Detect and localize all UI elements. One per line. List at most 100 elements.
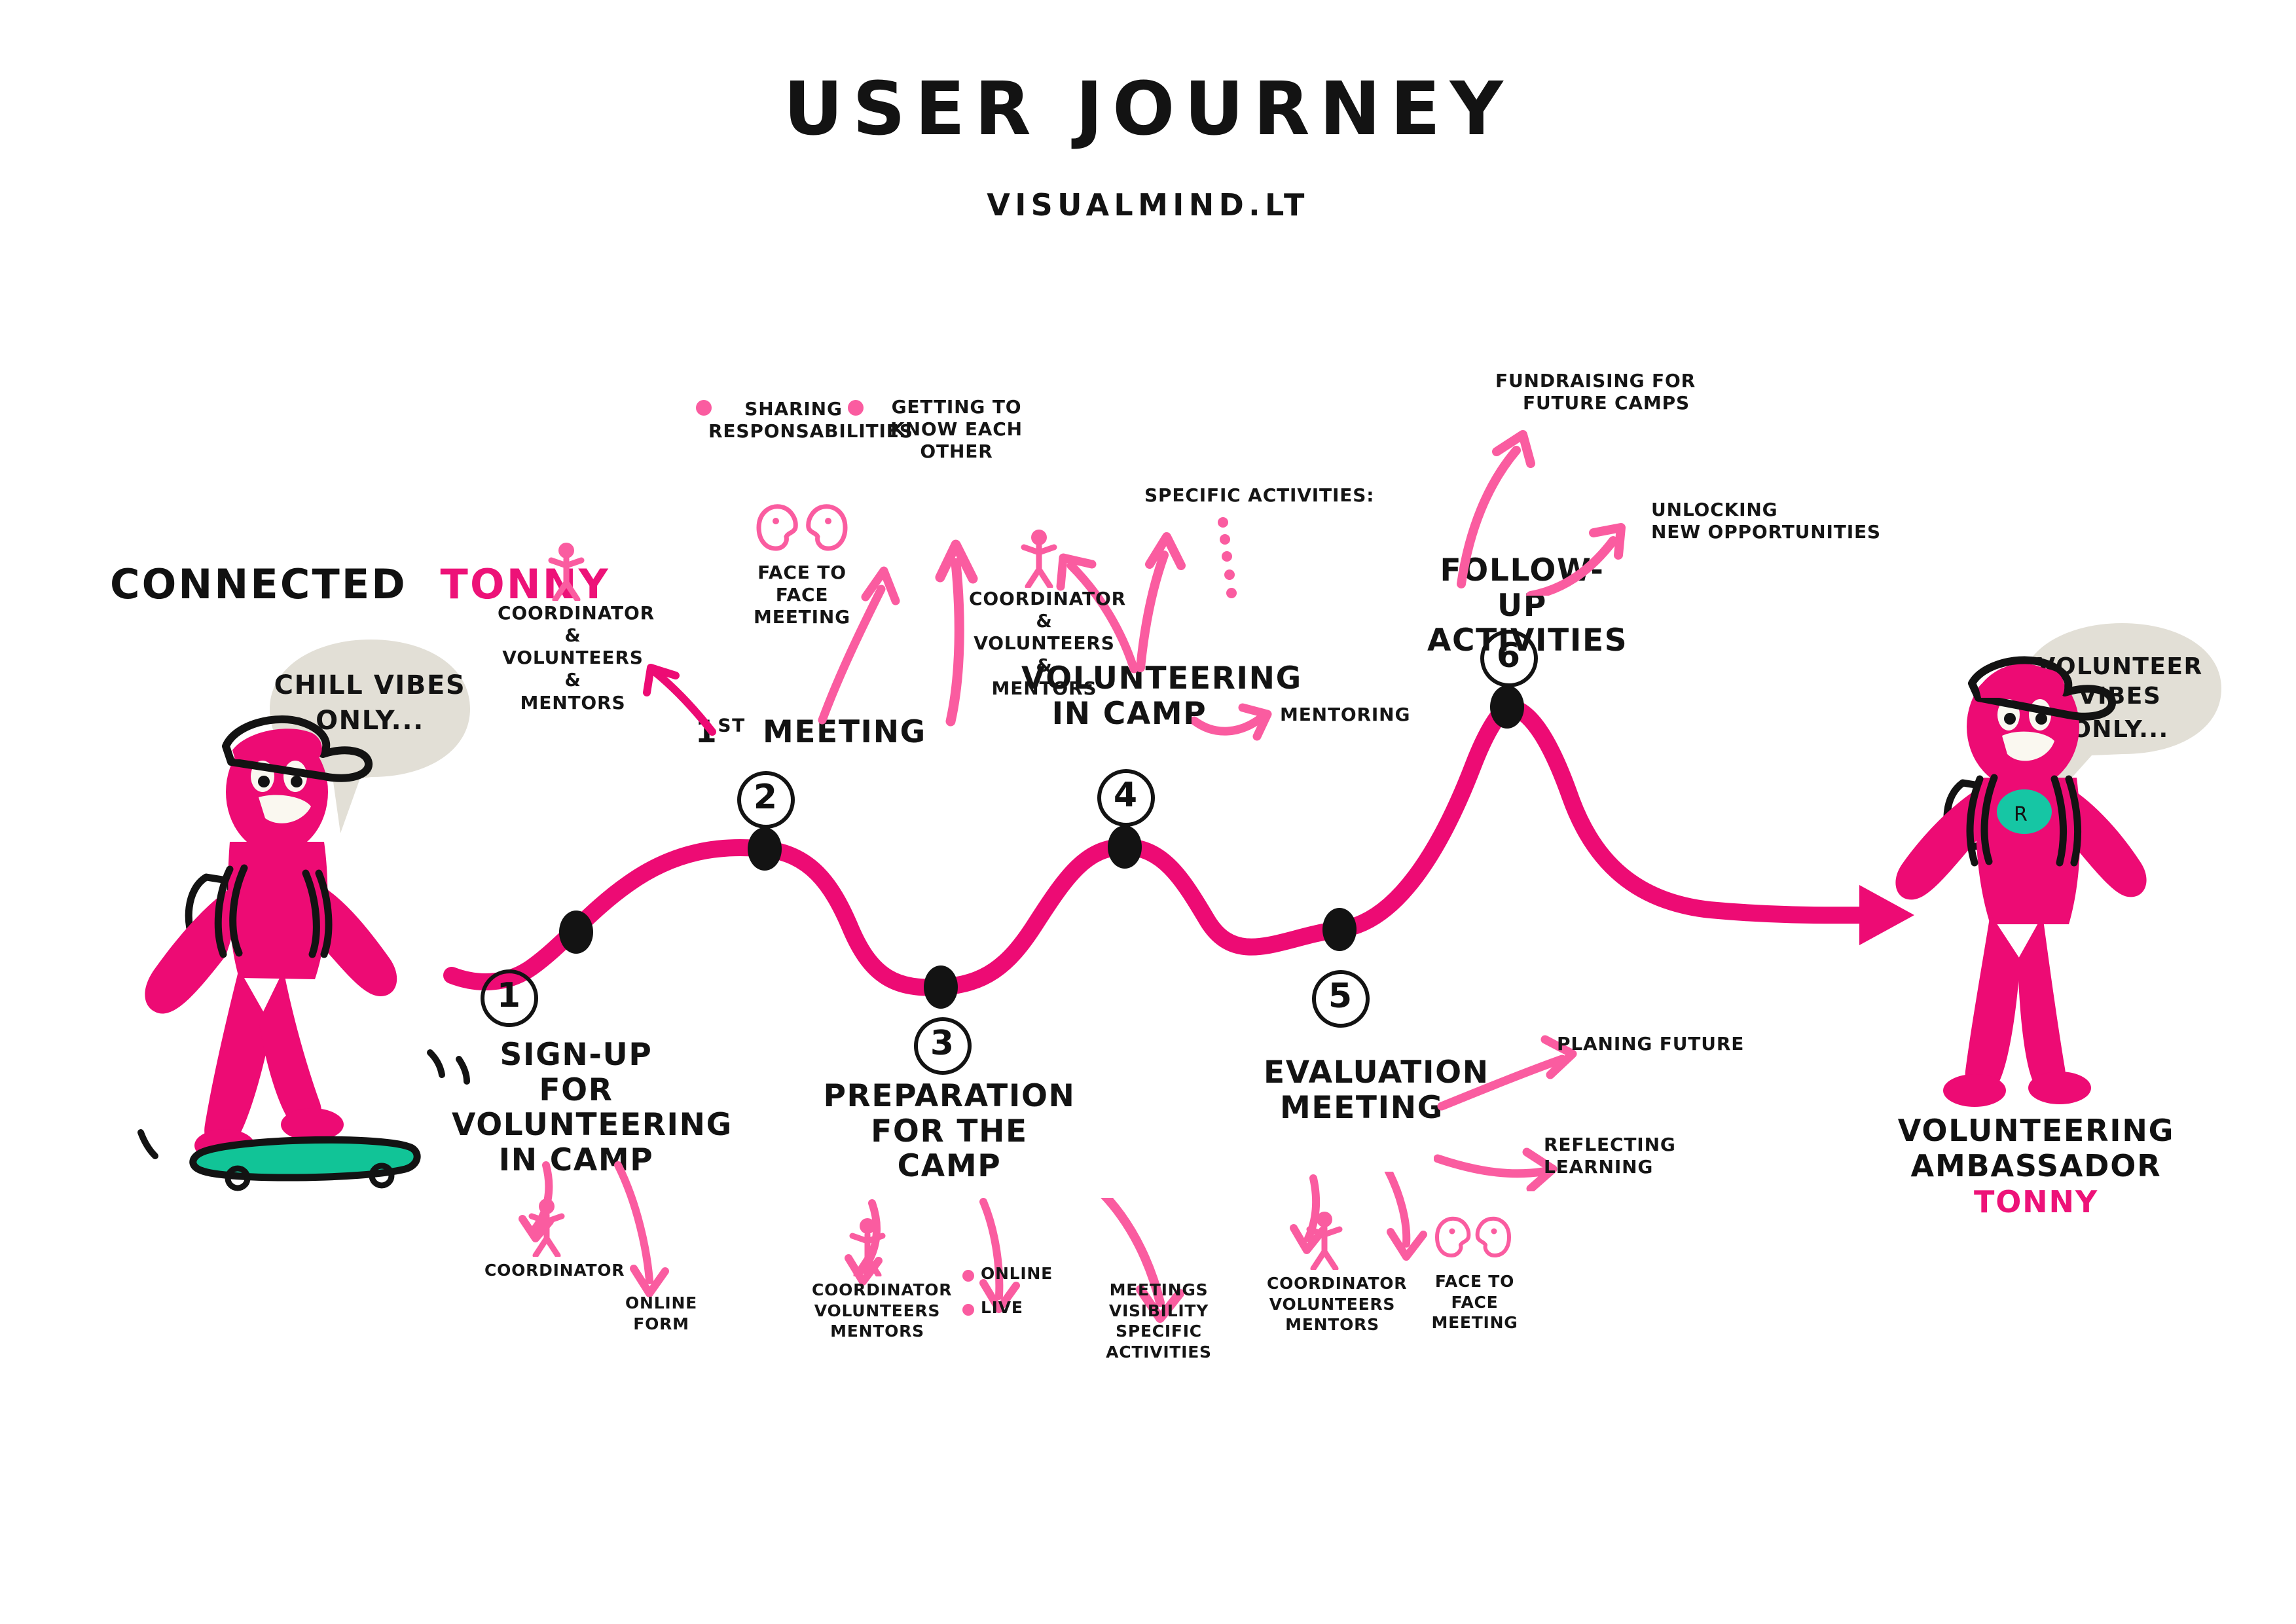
stage-3-person-icon <box>849 1218 886 1276</box>
stage-2-number-badge[interactable]: 2 <box>727 771 805 829</box>
stage-5-person-icon <box>1306 1212 1343 1270</box>
stage-4-number-badge[interactable]: 4 <box>1087 769 1165 827</box>
stage-6-unlocking-line2: NEW OPPORTUNITIES <box>1651 521 1881 543</box>
stage-2-roles-line1: COORDINATOR & <box>498 602 655 647</box>
stage-1-role-coordinator: COORDINATOR <box>484 1261 625 1280</box>
stage-2-title-rest: MEETING <box>762 714 926 750</box>
stage-4-title-line2: IN CAMP <box>1051 695 1207 732</box>
stage-4-activity-dots <box>1218 517 1237 598</box>
left-persona-label-prefix: CONNECTED <box>110 560 407 608</box>
stage-6-fundraising: FUNDRAISING FOR FUTURE CAMPS <box>1495 370 1696 414</box>
stage-3-title-line2: FOR THE CAMP <box>871 1113 1028 1185</box>
stage-1-number: 1 <box>481 969 538 1027</box>
left-speech-line2: ONLY... <box>316 706 424 736</box>
stage-2-roles: COORDINATOR & VOLUNTEERS & MENTORS <box>498 602 655 714</box>
stage-2-roles-line3: MENTORS <box>520 691 626 713</box>
stage-3-roles-line3: MENTORS <box>830 1322 924 1341</box>
stage-6-unlocking: UNLOCKING NEW OPPORTUNITIES <box>1651 499 1881 543</box>
left-speech-text: CHILL VIBES ONLY... <box>267 669 473 737</box>
stage-1-title-line3: IN CAMP <box>498 1142 654 1178</box>
stage-2-title-ordinal-suffix: ST <box>718 714 746 736</box>
stage-5-title: EVALUATION MEETING <box>1264 1055 1489 1126</box>
stage-5-roles: COORDINATOR VOLUNTEERS MENTORS <box>1267 1273 1407 1335</box>
right-persona-label-line1: VOLUNTEERING <box>1897 1113 2175 1148</box>
stage-5-title-line1: EVALUATION <box>1264 1055 1489 1091</box>
stage-5-roles-line2: VOLUNTEERS <box>1269 1294 1396 1314</box>
right-speech-line1: VOLUNTEER VIBES <box>2037 653 2203 710</box>
right-persona-label-line2: AMBASSADOR <box>1910 1148 2162 1184</box>
stage-2-bullet-knowing-line2: KNOW EACH OTHER <box>890 418 1023 463</box>
stage-1-annotation-arrows <box>519 1161 669 1297</box>
page-subtitle: VISUALMIND.LT <box>987 187 1309 223</box>
stage-3-topics-line3: SPECIFIC ACTIVITIES <box>1106 1322 1212 1362</box>
stage-3-topics-line1: MEETINGS <box>1109 1280 1209 1299</box>
stage-4-number: 4 <box>1097 769 1155 827</box>
stage-2-face-to-face-label: FACE TO FACE MEETING <box>737 562 867 628</box>
left-persona-label: CONNECTED TONNY <box>110 562 610 607</box>
stage-6-fundraising-line1: FUNDRAISING FOR <box>1495 370 1696 391</box>
stage-5-f2f-line2: MEETING <box>1431 1313 1518 1332</box>
stage-1-number-badge[interactable]: 1 <box>470 969 549 1027</box>
stage-2-bullet-sharing-line1: SHARING <box>744 398 843 420</box>
left-speech-line1: CHILL VIBES <box>274 670 466 700</box>
left-persona-label-name: TONNY <box>440 560 610 608</box>
page-title: USER JOURNEY <box>783 67 1513 152</box>
stage-3-topics-line2: VISIBILITY <box>1108 1301 1209 1320</box>
stage-1-title-line1: SIGN-UP <box>500 1037 653 1073</box>
stage-6-fundraising-line2: FUTURE CAMPS <box>1523 392 1690 414</box>
stage-3-mode-online: ONLINE <box>981 1264 1053 1283</box>
stage-3-number-badge[interactable]: 3 <box>903 1017 982 1075</box>
stage-5-title-line2: MEETING <box>1280 1089 1444 1126</box>
stage-3-mode-live: LIVE <box>981 1298 1023 1317</box>
stage-2-roles-line2: VOLUNTEERS & <box>502 647 644 691</box>
stage-4-roles: COORDINATOR & VOLUNTEERS & MENTORS <box>969 588 1127 700</box>
stage-6-title: FOLLOW-UP ACTIVITIES <box>1427 552 1628 659</box>
stage-3-number: 3 <box>914 1017 972 1075</box>
left-character-skater <box>137 715 470 1191</box>
stage-5-reflect-line2: LEARNING <box>1544 1156 1654 1178</box>
stage-2-bullet-sharing-line2: RESPONSABILITIES <box>708 420 913 442</box>
stage-2-f2f-line1: FACE TO FACE <box>757 562 847 606</box>
stage-4-roles-line1: COORDINATOR & <box>969 588 1127 632</box>
stage-1-channel-line1: ONLINE <box>625 1293 697 1312</box>
right-persona-label: VOLUNTEERING AMBASSADOR TONNY <box>1872 1113 2200 1219</box>
stage-4-specific-activities: SPECIFIC ACTIVITIES: <box>1144 484 1375 506</box>
stage-5-f2f-line1: FACE TO FACE <box>1434 1272 1515 1312</box>
stage-5-planing-future: PLANING FUTURE <box>1557 1033 1745 1055</box>
right-persona-label-name: TONNY <box>1974 1183 2098 1219</box>
stage-4-roles-line3: MENTORS <box>991 677 1097 699</box>
stage-2-bullet-knowing: GETTING TO KNOW EACH OTHER <box>862 396 1051 463</box>
stage-1-title-line2: FOR VOLUNTEERING <box>452 1072 733 1144</box>
stage-3-roles-line2: VOLUNTEERS <box>814 1301 941 1320</box>
stage-2-bullet-sharing: SHARING RESPONSABILITIES <box>708 398 913 442</box>
stage-1-channel: ONLINE FORM <box>612 1293 710 1334</box>
stage-5-number-badge[interactable]: 5 <box>1302 970 1380 1028</box>
face-to-face-icon-stage2 <box>756 504 848 551</box>
stage-5-roles-line3: MENTORS <box>1285 1315 1379 1334</box>
stage-6-number: 6 <box>1480 630 1538 687</box>
stage-6-title-line2: ACTIVITIES <box>1427 623 1628 659</box>
stage-1-channel-line2: FORM <box>633 1314 689 1333</box>
bullet-dot-online <box>962 1270 974 1282</box>
stage-4-roles-line2: VOLUNTEERS & <box>974 632 1115 677</box>
stage-3-topics: MEETINGS VISIBILITY SPECIFIC ACTIVITIES <box>1064 1280 1254 1362</box>
stage-2-number: 2 <box>737 771 795 829</box>
face-to-face-icon-stage5 <box>1434 1216 1512 1258</box>
stage-2-f2f-line2: MEETING <box>754 606 850 628</box>
stage-1-title: SIGN-UP FOR VOLUNTEERING IN CAMP <box>452 1037 733 1178</box>
stage-6-title-line1: FOLLOW-UP <box>1440 552 1605 624</box>
bullet-dot-live <box>962 1304 974 1316</box>
right-speech-text: VOLUNTEER VIBES ONLY... <box>2018 652 2222 744</box>
right-speech-line2: ONLY... <box>2071 716 2169 743</box>
stage-6-number-badge[interactable]: 6 <box>1470 630 1548 687</box>
stage-5-reflecting-learning: REFLECTING LEARNING <box>1544 1134 1676 1178</box>
svg-text:R: R <box>2014 803 2028 826</box>
stage-5-face-to-face-label: FACE TO FACE MEETING <box>1414 1271 1535 1333</box>
stage-2-title-ordinal: 1 <box>695 714 718 750</box>
stage-6-unlocking-line1: UNLOCKING <box>1651 499 1778 520</box>
stage-5-reflect-line1: REFLECTING <box>1544 1134 1676 1155</box>
stage-1-person-icon <box>528 1199 565 1257</box>
stage-3-title: PREPARATION FOR THE CAMP <box>818 1079 1080 1184</box>
stage-3-roles: COORDINATOR VOLUNTEERS MENTORS <box>812 1280 953 1342</box>
stage-3-roles-line1: COORDINATOR <box>812 1280 953 1299</box>
